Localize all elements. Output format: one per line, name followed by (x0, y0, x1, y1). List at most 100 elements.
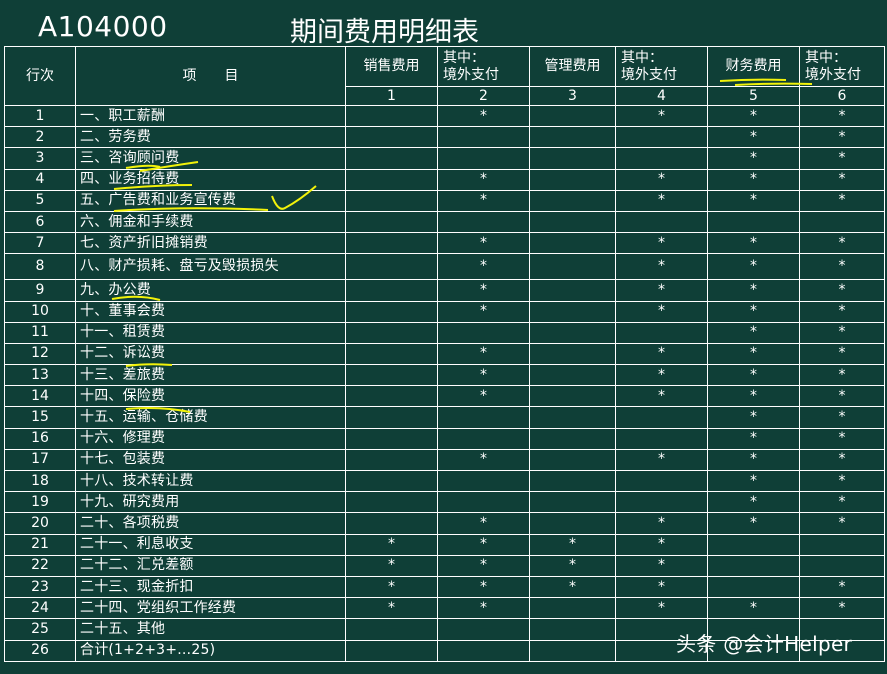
cell-mark[interactable]: * (615, 364, 708, 387)
cell-mark[interactable] (529, 189, 616, 212)
cell-mark[interactable] (437, 639, 530, 662)
cell-mark[interactable] (345, 279, 438, 302)
cell-mark[interactable] (437, 321, 530, 344)
cell-mark[interactable]: * (437, 342, 530, 366)
cell-mark[interactable] (615, 406, 708, 429)
cell-mark[interactable]: * (615, 279, 708, 302)
cell-mark[interactable]: * (707, 342, 800, 366)
cell-mark[interactable]: * (799, 104, 885, 128)
cell-mark[interactable] (707, 210, 800, 234)
cell-mark[interactable]: * (707, 491, 800, 514)
cell-mark[interactable]: * (707, 189, 800, 212)
cell-mark[interactable] (345, 448, 438, 472)
cell-mark[interactable] (345, 210, 438, 234)
cell-mark[interactable]: * (707, 232, 800, 255)
cell-mark[interactable]: * (437, 300, 530, 323)
cell-mark[interactable] (529, 210, 616, 234)
cell-mark[interactable]: * (615, 533, 708, 556)
cell-mark[interactable] (345, 342, 438, 366)
cell-mark[interactable]: * (707, 512, 800, 535)
cell-mark[interactable]: * (799, 300, 885, 323)
cell-mark[interactable]: * (437, 554, 530, 577)
cell-mark[interactable]: * (615, 512, 708, 535)
cell-mark[interactable]: * (437, 104, 530, 128)
cell-mark[interactable] (529, 168, 616, 191)
cell-mark[interactable] (345, 253, 438, 281)
cell-mark[interactable]: * (707, 253, 800, 281)
cell-mark[interactable]: * (799, 491, 885, 514)
cell-mark[interactable]: * (799, 427, 885, 450)
cell-mark[interactable] (529, 342, 616, 366)
cell-mark[interactable]: * (799, 597, 885, 620)
cell-mark[interactable] (437, 618, 530, 641)
cell-mark[interactable]: * (799, 168, 885, 191)
cell-mark[interactable]: * (799, 575, 885, 599)
cell-mark[interactable] (437, 406, 530, 429)
cell-mark[interactable]: * (615, 385, 708, 408)
cell-mark[interactable] (437, 126, 530, 149)
cell-mark[interactable]: * (707, 364, 800, 387)
cell-mark[interactable] (437, 491, 530, 514)
cell-mark[interactable]: * (615, 104, 708, 128)
cell-mark[interactable]: * (707, 168, 800, 191)
cell-mark[interactable] (345, 427, 438, 450)
cell-mark[interactable]: * (707, 321, 800, 344)
cell-mark[interactable]: * (437, 189, 530, 212)
cell-mark[interactable]: * (799, 448, 885, 472)
cell-mark[interactable] (529, 300, 616, 323)
cell-mark[interactable] (529, 597, 616, 620)
cell-mark[interactable]: * (799, 469, 885, 493)
cell-mark[interactable] (615, 210, 708, 234)
cell-mark[interactable] (437, 210, 530, 234)
cell-mark[interactable] (345, 321, 438, 344)
cell-mark[interactable] (529, 406, 616, 429)
cell-mark[interactable]: * (437, 533, 530, 556)
cell-mark[interactable] (529, 491, 616, 514)
cell-mark[interactable] (799, 639, 885, 662)
cell-mark[interactable] (345, 512, 438, 535)
cell-mark[interactable]: * (437, 253, 530, 281)
cell-mark[interactable] (707, 575, 800, 599)
cell-mark[interactable]: * (799, 279, 885, 302)
cell-mark[interactable]: * (799, 406, 885, 429)
cell-mark[interactable] (529, 385, 616, 408)
cell-mark[interactable] (437, 147, 530, 170)
cell-mark[interactable]: * (799, 253, 885, 281)
cell-mark[interactable] (529, 512, 616, 535)
cell-mark[interactable]: * (529, 533, 616, 556)
cell-mark[interactable] (529, 639, 616, 662)
cell-mark[interactable] (345, 406, 438, 429)
cell-mark[interactable]: * (799, 364, 885, 387)
cell-mark[interactable]: * (615, 189, 708, 212)
cell-mark[interactable]: * (707, 279, 800, 302)
cell-mark[interactable] (345, 364, 438, 387)
cell-mark[interactable] (529, 126, 616, 149)
cell-mark[interactable]: * (799, 126, 885, 149)
cell-mark[interactable]: * (707, 300, 800, 323)
cell-mark[interactable] (799, 533, 885, 556)
cell-mark[interactable] (345, 189, 438, 212)
cell-mark[interactable]: * (799, 342, 885, 366)
cell-mark[interactable]: * (615, 232, 708, 255)
cell-mark[interactable] (345, 385, 438, 408)
cell-mark[interactable] (345, 469, 438, 493)
cell-mark[interactable]: * (799, 385, 885, 408)
cell-mark[interactable]: * (707, 448, 800, 472)
cell-mark[interactable]: * (529, 554, 616, 577)
cell-mark[interactable]: * (345, 575, 438, 599)
cell-mark[interactable]: * (615, 342, 708, 366)
cell-mark[interactable] (529, 448, 616, 472)
cell-mark[interactable]: * (707, 126, 800, 149)
cell-mark[interactable] (529, 364, 616, 387)
cell-mark[interactable]: * (437, 279, 530, 302)
cell-mark[interactable]: * (345, 533, 438, 556)
cell-mark[interactable]: * (707, 597, 800, 620)
cell-mark[interactable] (345, 168, 438, 191)
cell-mark[interactable] (615, 469, 708, 493)
cell-mark[interactable]: * (615, 253, 708, 281)
cell-mark[interactable] (615, 321, 708, 344)
cell-mark[interactable] (437, 427, 530, 450)
cell-mark[interactable] (345, 300, 438, 323)
cell-mark[interactable] (345, 104, 438, 128)
cell-mark[interactable]: * (799, 232, 885, 255)
